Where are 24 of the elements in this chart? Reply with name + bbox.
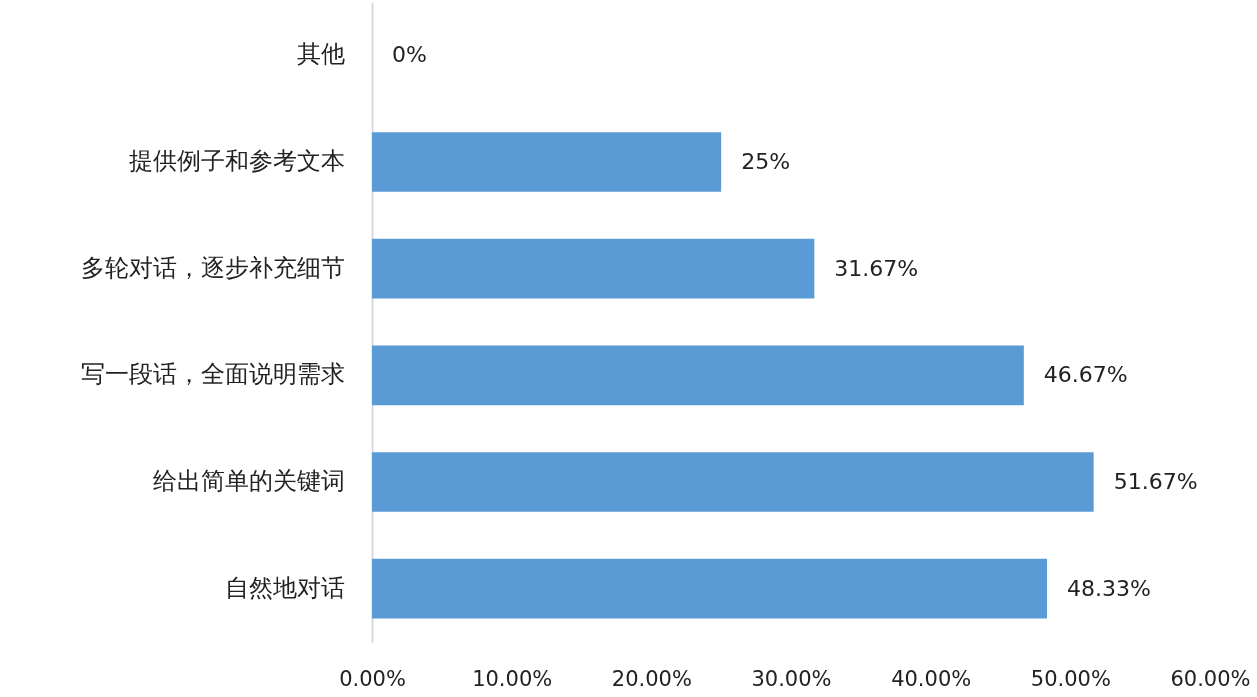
x-tick-label: 30.00% <box>751 666 832 691</box>
data-label: 0% <box>392 42 427 68</box>
bar <box>372 132 722 192</box>
data-label: 51.67% <box>1113 469 1198 494</box>
x-tick-label: 20.00% <box>611 666 692 691</box>
y-tick-label: 写一段话，全面说明需求 <box>80 360 345 389</box>
x-tick-label: 10.00% <box>472 666 553 691</box>
bar <box>372 345 1024 406</box>
data-label: 48.33% <box>1067 575 1151 601</box>
y-tick-label: 提供例子和参考文本 <box>128 147 345 175</box>
y-tick-label: 自然地对话 <box>224 573 345 602</box>
data-label: 25% <box>741 149 791 174</box>
y-tick-label: 多轮对话，逐步补充细节 <box>80 253 345 282</box>
data-label: 31.67% <box>834 255 919 281</box>
y-tick-label: 给出简单的关键词 <box>152 467 345 495</box>
x-tick-label: 0.00% <box>339 666 406 691</box>
bar <box>372 558 1048 619</box>
x-tick-label: 60.00% <box>1170 666 1251 691</box>
data-label: 46.67% <box>1043 362 1128 388</box>
bar <box>372 238 815 299</box>
bar <box>372 452 1094 512</box>
x-tick-label: 40.00% <box>891 666 972 691</box>
x-tick-label: 50.00% <box>1030 666 1111 691</box>
y-tick-label: 其他 <box>296 40 345 69</box>
